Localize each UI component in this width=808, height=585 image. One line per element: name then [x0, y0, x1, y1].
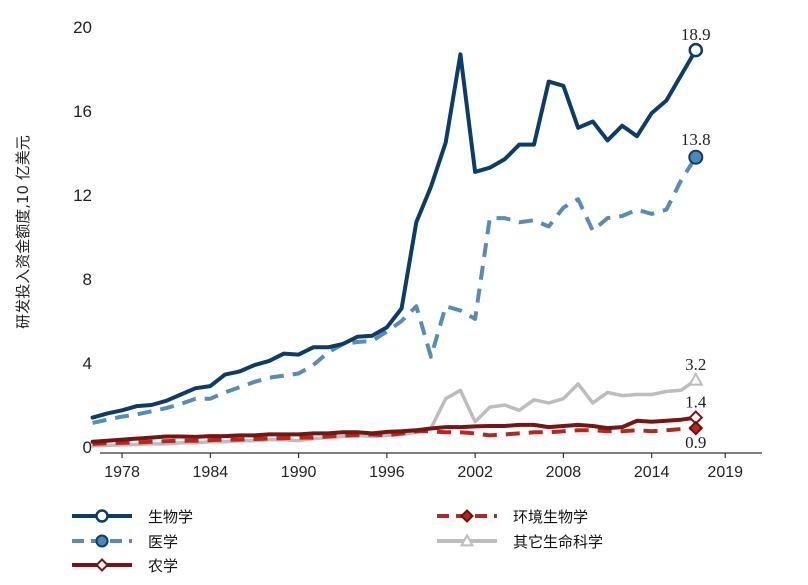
x-tick-label: 1984: [193, 464, 229, 481]
legend-label: 医学: [148, 533, 178, 551]
end-markers: [688, 42, 704, 436]
x-tick-label: 2008: [546, 464, 582, 481]
legend-item: 环境生物学: [437, 508, 588, 526]
y-tick-label: 0: [83, 438, 92, 457]
end-labels: 18.9 13.8 1.4 0.9 3.2: [681, 25, 711, 452]
end-value-label: 18.9: [681, 25, 711, 44]
end-marker-0: [688, 42, 704, 58]
series-line-2: [90, 415, 698, 444]
y-tick-label: 16: [73, 102, 92, 121]
end-marker-1: [688, 149, 704, 165]
series-line-0: [90, 48, 698, 420]
y-tick-label: 8: [83, 270, 92, 289]
end-marker-legend-2: [95, 558, 109, 572]
x-tick-label: 2002: [457, 464, 493, 481]
legend-item: 医学: [72, 533, 178, 551]
x-axis: 1978 1984 1990 1996 2002 2008 2014 2019: [100, 452, 762, 481]
end-marker-3: [688, 420, 704, 436]
y-tick-label: 20: [73, 18, 92, 37]
x-tick-label: 1990: [281, 464, 317, 481]
legend-label: 生物学: [148, 508, 193, 526]
x-tick-label: 1996: [369, 464, 405, 481]
y-axis-label: 研发投入资金额度,10 亿美元: [14, 135, 32, 329]
end-value-label: 13.8: [681, 130, 711, 149]
end-marker-legend-3: [460, 509, 474, 523]
legend-label: 农学: [148, 557, 178, 575]
end-value-label: 1.4: [685, 393, 707, 412]
legend-item: 生物学: [72, 508, 193, 526]
end-value-label: 0.9: [685, 433, 706, 452]
end-marker-4: [688, 371, 704, 386]
y-tick-label: 4: [83, 354, 92, 373]
x-tick-label: 1978: [104, 464, 140, 481]
end-value-label: 3.2: [685, 355, 706, 374]
series-layer: [90, 48, 698, 448]
x-tick-label: 2014: [634, 464, 670, 481]
series-line-1: [92, 156, 698, 425]
legend-item: 其它生命科学: [437, 533, 603, 551]
series-line-3: [92, 426, 696, 446]
y-axis-ticks: 0 4 8 12 16 20: [73, 18, 92, 457]
y-tick-label: 12: [73, 186, 92, 205]
legend-label: 环境生物学: [513, 508, 588, 526]
legend-item: 农学: [72, 557, 178, 575]
end-marker-legend-1: [95, 534, 109, 548]
x-tick-label: 2019: [707, 464, 743, 481]
legend-label: 其它生命科学: [513, 533, 603, 551]
end-marker-legend-4: [459, 533, 475, 547]
end-marker-legend-0: [95, 509, 109, 523]
